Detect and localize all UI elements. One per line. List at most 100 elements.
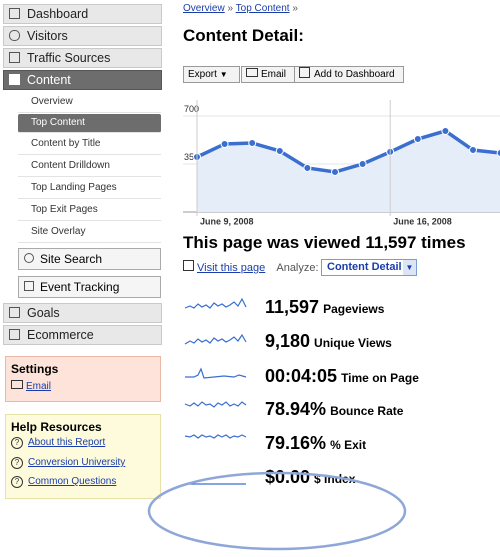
settings-box: Settings Email xyxy=(5,356,161,402)
help-link[interactable]: ? About this Report xyxy=(11,437,105,449)
visit-row: Visit this page Analyze: xyxy=(183,260,319,274)
metric-value: 78.94% xyxy=(265,399,327,419)
metric-value: 11,597 xyxy=(265,297,320,317)
button[interactable]: Email xyxy=(241,66,297,83)
nav-label: Goals xyxy=(27,306,60,320)
page-title: Content Detail: xyxy=(183,26,304,45)
nav-item[interactable]: Traffic Sources xyxy=(3,48,162,68)
settings-title: Settings xyxy=(11,362,59,376)
area xyxy=(197,130,500,212)
sparkline xyxy=(184,434,247,439)
button-label: Export xyxy=(188,69,217,80)
sub-item[interactable]: Content by Title xyxy=(18,133,161,155)
breadcrumb-sep: » xyxy=(227,3,234,14)
button[interactable]: Add to Dashboard xyxy=(294,66,404,83)
breadcrumb-link[interactable]: Top Content xyxy=(235,3,290,14)
sparklines xyxy=(184,297,247,485)
breadcrumb-sep: » xyxy=(292,3,298,14)
sub-item[interactable]: Content Drilldown xyxy=(18,155,161,177)
y-tick-label: 700 xyxy=(184,104,199,114)
settings-link[interactable]: Email xyxy=(11,380,51,392)
sparkline xyxy=(184,333,247,345)
metric-label: Pageviews xyxy=(323,302,385,316)
sub-item[interactable]: Overview xyxy=(18,91,161,113)
x-tick-label: June 16, 2008 xyxy=(393,216,452,226)
metric: 00:04:05 Time on Page xyxy=(265,366,419,387)
point xyxy=(331,167,339,176)
point xyxy=(413,135,422,144)
sub-item[interactable]: Top Exit Pages xyxy=(18,199,161,221)
metric-label: % Exit xyxy=(330,438,367,452)
nav-label: Visitors xyxy=(27,29,68,43)
help-box: Help Resources ? About this Report ? Conve… xyxy=(5,414,161,499)
sub-label: Content by Title xyxy=(31,138,101,149)
point xyxy=(469,146,477,155)
metric: 79.16%% Exit xyxy=(265,433,366,454)
metric: 78.94% Bounce Rate xyxy=(265,399,403,420)
chart: 350 700 June 9, 2008 June 16, 2008 xyxy=(183,100,500,226)
nav-item[interactable]: Ecommerce xyxy=(3,325,162,345)
annotation xyxy=(147,471,407,551)
line xyxy=(196,129,500,174)
button[interactable]: Export ▼ xyxy=(183,66,240,83)
visit-link[interactable]: Visit this page xyxy=(197,262,266,274)
link[interactable]: Email xyxy=(26,381,52,392)
tool-label: Site Search xyxy=(40,252,103,266)
help-link[interactable]: ? Common Questions xyxy=(11,476,116,488)
x-tick-label: June 9, 2008 xyxy=(200,216,254,226)
point xyxy=(248,139,257,148)
tool-item[interactable]: Site Search xyxy=(18,248,161,270)
point xyxy=(441,126,450,135)
sparkline xyxy=(185,367,247,379)
help-link[interactable]: ? Conversion University xyxy=(11,457,125,469)
y-tick-label: 350 xyxy=(184,152,199,162)
sparkline xyxy=(184,297,247,309)
point xyxy=(275,146,284,155)
nav-label: Traffic Sources xyxy=(27,51,111,65)
sub-label: Overview xyxy=(31,96,73,107)
highlight-ellipse xyxy=(147,471,407,551)
metric-label: Unique Views xyxy=(314,336,392,350)
analyze-label: Analyze: xyxy=(276,262,319,274)
nav-item[interactable]: Visitors xyxy=(3,26,162,46)
button-label: Add to Dashboard xyxy=(314,69,395,80)
nav-label: Ecommerce xyxy=(27,328,94,342)
sub-label: Content Drilldown xyxy=(31,160,110,171)
sub-item[interactable]: Top Landing Pages xyxy=(18,177,161,199)
metric-value: 9,180 xyxy=(265,331,311,351)
sub-label: Top Exit Pages xyxy=(31,204,98,215)
nav-item[interactable]: Content xyxy=(3,70,162,90)
nav-label: Dashboard xyxy=(27,7,89,21)
point xyxy=(358,160,367,168)
metric-value: 79.16% xyxy=(265,433,327,453)
point xyxy=(496,149,500,157)
metric-label: Time on Page xyxy=(341,371,419,385)
sparkline xyxy=(184,401,247,408)
breadcrumb-link[interactable]: Overview xyxy=(183,3,225,14)
dropdown-label: Content Detail xyxy=(327,261,402,273)
nav-item[interactable]: Goals xyxy=(3,303,162,323)
tool-label: Event Tracking xyxy=(40,280,120,294)
metric: 11,597 Pageviews xyxy=(265,297,384,318)
nav-item[interactable]: Dashboard xyxy=(3,4,162,24)
link[interactable]: Common Questions xyxy=(28,476,117,487)
sub-item[interactable]: Top Content xyxy=(18,114,161,133)
breadcrumb: Overview » Top Content » xyxy=(183,3,298,14)
nav-label: Content xyxy=(27,73,71,87)
sub-label: Top Landing Pages xyxy=(31,182,117,193)
sub-label: Site Overlay xyxy=(31,226,86,237)
metric-value: 00:04:05 xyxy=(265,366,338,386)
summary: This page was viewed 11,597 times xyxy=(183,233,466,252)
sub-label: Top Content xyxy=(31,117,85,128)
sub-item[interactable]: Site Overlay xyxy=(18,221,161,243)
help-title: Help Resources xyxy=(11,420,102,434)
link[interactable]: About this Report xyxy=(28,437,106,448)
point xyxy=(303,163,312,172)
tool-item[interactable]: Event Tracking xyxy=(18,276,161,298)
point xyxy=(220,139,229,148)
metric-label: Bounce Rate xyxy=(330,404,404,418)
metric: 9,180 Unique Views xyxy=(265,331,392,352)
analyze-dropdown[interactable]: Content Detail ▼ xyxy=(321,259,417,276)
link[interactable]: Conversion University xyxy=(28,457,126,468)
